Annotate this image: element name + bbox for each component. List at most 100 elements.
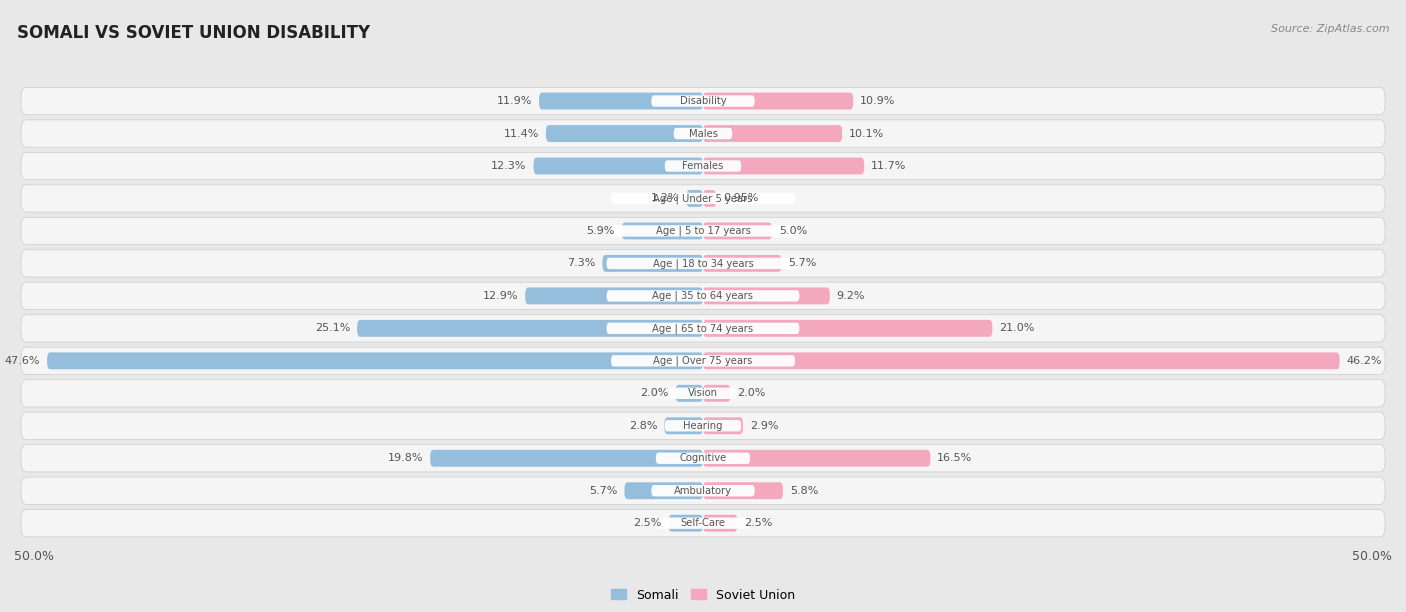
- Text: Age | 65 to 74 years: Age | 65 to 74 years: [652, 323, 754, 334]
- Text: 11.7%: 11.7%: [872, 161, 907, 171]
- Text: 2.5%: 2.5%: [744, 518, 773, 528]
- FancyBboxPatch shape: [21, 152, 1385, 180]
- Text: 5.9%: 5.9%: [586, 226, 614, 236]
- FancyBboxPatch shape: [21, 250, 1385, 277]
- FancyBboxPatch shape: [703, 385, 731, 401]
- FancyBboxPatch shape: [703, 223, 772, 239]
- FancyBboxPatch shape: [21, 510, 1385, 537]
- Text: 2.8%: 2.8%: [628, 421, 658, 431]
- Text: SOMALI VS SOVIET UNION DISABILITY: SOMALI VS SOVIET UNION DISABILITY: [17, 24, 370, 42]
- Text: 1.2%: 1.2%: [651, 193, 679, 203]
- Text: 5.7%: 5.7%: [789, 258, 817, 269]
- Text: Hearing: Hearing: [683, 421, 723, 431]
- FancyBboxPatch shape: [703, 482, 783, 499]
- FancyBboxPatch shape: [21, 444, 1385, 472]
- Text: 7.3%: 7.3%: [567, 258, 596, 269]
- Text: Cognitive: Cognitive: [679, 453, 727, 463]
- FancyBboxPatch shape: [703, 450, 931, 467]
- FancyBboxPatch shape: [651, 95, 755, 106]
- Text: 12.9%: 12.9%: [482, 291, 519, 301]
- FancyBboxPatch shape: [703, 255, 782, 272]
- Text: Females: Females: [682, 161, 724, 171]
- FancyBboxPatch shape: [606, 323, 800, 334]
- FancyBboxPatch shape: [665, 160, 741, 172]
- Text: 2.9%: 2.9%: [749, 421, 779, 431]
- FancyBboxPatch shape: [21, 412, 1385, 439]
- Text: 50.0%: 50.0%: [14, 550, 53, 563]
- FancyBboxPatch shape: [21, 477, 1385, 504]
- FancyBboxPatch shape: [21, 88, 1385, 114]
- FancyBboxPatch shape: [703, 190, 716, 207]
- FancyBboxPatch shape: [651, 485, 755, 496]
- FancyBboxPatch shape: [612, 193, 794, 204]
- Text: 50.0%: 50.0%: [1353, 550, 1392, 563]
- FancyBboxPatch shape: [612, 225, 794, 237]
- FancyBboxPatch shape: [526, 288, 703, 304]
- FancyBboxPatch shape: [655, 518, 751, 529]
- Text: 16.5%: 16.5%: [938, 453, 973, 463]
- Text: 9.2%: 9.2%: [837, 291, 865, 301]
- FancyBboxPatch shape: [686, 190, 703, 207]
- FancyBboxPatch shape: [21, 315, 1385, 342]
- Text: Age | 35 to 64 years: Age | 35 to 64 years: [652, 291, 754, 301]
- Text: 2.5%: 2.5%: [633, 518, 662, 528]
- FancyBboxPatch shape: [703, 288, 830, 304]
- Text: 47.6%: 47.6%: [4, 356, 41, 366]
- FancyBboxPatch shape: [538, 92, 703, 110]
- Text: 2.0%: 2.0%: [738, 388, 766, 398]
- Text: Age | 18 to 34 years: Age | 18 to 34 years: [652, 258, 754, 269]
- Text: 19.8%: 19.8%: [388, 453, 423, 463]
- FancyBboxPatch shape: [703, 92, 853, 110]
- FancyBboxPatch shape: [21, 120, 1385, 147]
- FancyBboxPatch shape: [430, 450, 703, 467]
- Text: 2.0%: 2.0%: [640, 388, 669, 398]
- Text: Self-Care: Self-Care: [681, 518, 725, 528]
- Legend: Somali, Soviet Union: Somali, Soviet Union: [606, 584, 800, 606]
- FancyBboxPatch shape: [655, 452, 751, 464]
- FancyBboxPatch shape: [624, 482, 703, 499]
- Text: 5.7%: 5.7%: [589, 486, 617, 496]
- FancyBboxPatch shape: [533, 157, 703, 174]
- FancyBboxPatch shape: [48, 353, 703, 369]
- Text: 46.2%: 46.2%: [1347, 356, 1382, 366]
- Text: 10.1%: 10.1%: [849, 129, 884, 138]
- FancyBboxPatch shape: [612, 355, 794, 367]
- FancyBboxPatch shape: [665, 420, 741, 431]
- FancyBboxPatch shape: [357, 320, 703, 337]
- FancyBboxPatch shape: [669, 387, 737, 399]
- Text: 11.4%: 11.4%: [503, 129, 538, 138]
- Text: Disability: Disability: [679, 96, 727, 106]
- FancyBboxPatch shape: [665, 417, 703, 435]
- FancyBboxPatch shape: [21, 379, 1385, 407]
- FancyBboxPatch shape: [703, 157, 865, 174]
- Text: Males: Males: [689, 129, 717, 138]
- FancyBboxPatch shape: [621, 223, 703, 239]
- Text: 5.8%: 5.8%: [790, 486, 818, 496]
- FancyBboxPatch shape: [703, 417, 742, 435]
- FancyBboxPatch shape: [21, 217, 1385, 245]
- Text: 25.1%: 25.1%: [315, 323, 350, 334]
- FancyBboxPatch shape: [606, 290, 800, 302]
- FancyBboxPatch shape: [703, 515, 738, 532]
- Text: Age | Under 5 years: Age | Under 5 years: [654, 193, 752, 204]
- FancyBboxPatch shape: [21, 185, 1385, 212]
- FancyBboxPatch shape: [546, 125, 703, 142]
- Text: 5.0%: 5.0%: [779, 226, 807, 236]
- FancyBboxPatch shape: [21, 282, 1385, 310]
- FancyBboxPatch shape: [675, 385, 703, 401]
- Text: 21.0%: 21.0%: [1000, 323, 1035, 334]
- FancyBboxPatch shape: [703, 125, 842, 142]
- FancyBboxPatch shape: [673, 128, 733, 139]
- Text: Age | 5 to 17 years: Age | 5 to 17 years: [655, 226, 751, 236]
- Text: 10.9%: 10.9%: [860, 96, 896, 106]
- Text: 0.95%: 0.95%: [723, 193, 758, 203]
- FancyBboxPatch shape: [606, 258, 800, 269]
- Text: Vision: Vision: [688, 388, 718, 398]
- Text: Age | Over 75 years: Age | Over 75 years: [654, 356, 752, 366]
- FancyBboxPatch shape: [703, 353, 1340, 369]
- FancyBboxPatch shape: [602, 255, 703, 272]
- FancyBboxPatch shape: [703, 320, 993, 337]
- Text: 11.9%: 11.9%: [496, 96, 531, 106]
- Text: Source: ZipAtlas.com: Source: ZipAtlas.com: [1271, 24, 1389, 34]
- FancyBboxPatch shape: [21, 347, 1385, 375]
